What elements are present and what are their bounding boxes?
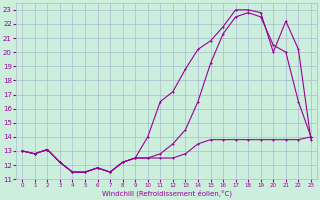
X-axis label: Windchill (Refroidissement éolien,°C): Windchill (Refroidissement éolien,°C) [101, 190, 232, 197]
